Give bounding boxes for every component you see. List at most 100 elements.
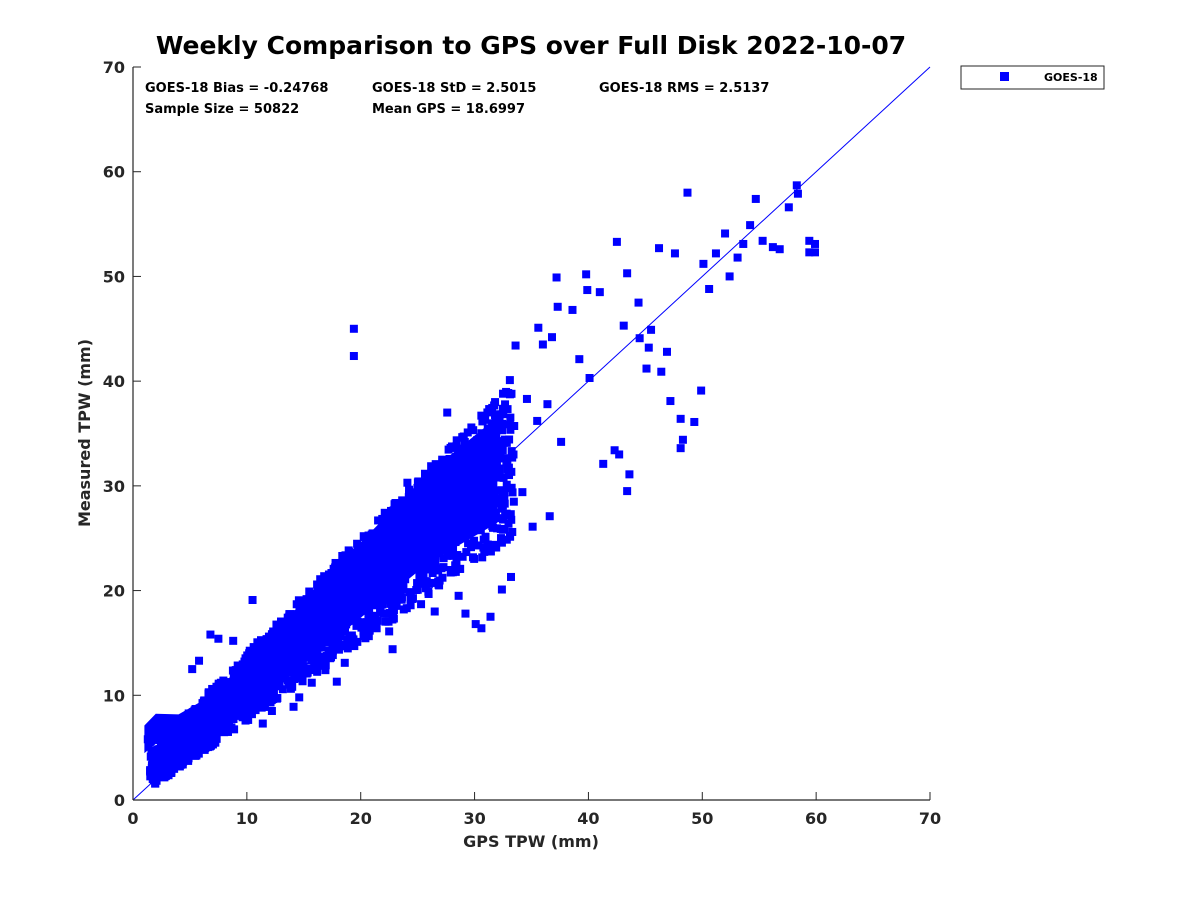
- data-point: [430, 607, 439, 616]
- data-point: [388, 597, 397, 606]
- data-point: [420, 469, 429, 478]
- data-point: [305, 587, 314, 596]
- data-point: [362, 544, 371, 553]
- data-point: [258, 719, 267, 728]
- data-point: [491, 398, 500, 407]
- data-point: [261, 693, 270, 702]
- data-point: [228, 702, 237, 711]
- data-point: [320, 572, 329, 581]
- data-point: [451, 488, 460, 497]
- data-point: [162, 759, 171, 768]
- data-point: [488, 445, 497, 454]
- data-point: [334, 645, 343, 654]
- data-point: [354, 580, 363, 589]
- data-point: [275, 634, 284, 643]
- data-point: [230, 667, 239, 676]
- data-point: [427, 489, 436, 498]
- data-point: [405, 588, 414, 597]
- data-point: [498, 525, 507, 534]
- data-point: [388, 615, 397, 624]
- data-point: [417, 504, 426, 513]
- data-point: [188, 665, 197, 674]
- stat-text: Mean GPS = 18.6997: [372, 102, 525, 117]
- data-point: [435, 547, 444, 556]
- data-point: [751, 194, 760, 203]
- data-point: [382, 609, 391, 618]
- data-point: [295, 674, 304, 683]
- data-point: [508, 527, 517, 536]
- data-point: [670, 249, 679, 258]
- data-point: [500, 435, 509, 444]
- data-point: [218, 715, 227, 724]
- data-point: [367, 530, 376, 539]
- data-point: [393, 531, 402, 540]
- data-point: [295, 693, 304, 702]
- data-point: [274, 651, 283, 660]
- stat-text: GOES-18 StD = 2.5015: [372, 81, 536, 96]
- data-point: [181, 731, 190, 740]
- data-point: [202, 702, 211, 711]
- data-point: [413, 585, 422, 594]
- chart-title: Weekly Comparison to GPS over Full Disk …: [156, 31, 906, 60]
- data-point: [433, 498, 442, 507]
- data-point: [476, 526, 485, 535]
- data-point: [169, 757, 178, 766]
- data-point: [241, 705, 250, 714]
- data-point: [610, 446, 619, 455]
- data-point: [491, 540, 500, 549]
- data-point: [784, 203, 793, 212]
- data-point: [464, 505, 473, 514]
- data-point: [405, 485, 414, 494]
- data-point: [392, 601, 401, 610]
- data-point: [313, 583, 322, 592]
- data-point: [342, 555, 351, 564]
- data-point: [505, 390, 514, 399]
- data-point: [290, 643, 299, 652]
- data-point: [229, 715, 238, 724]
- data-point: [793, 189, 802, 198]
- data-point: [235, 689, 244, 698]
- data-point: [323, 615, 332, 624]
- data-point: [543, 400, 552, 409]
- data-point: [690, 417, 699, 426]
- data-point: [345, 559, 354, 568]
- data-point: [234, 702, 243, 711]
- data-point: [657, 367, 666, 376]
- data-point: [497, 534, 506, 543]
- data-point: [483, 424, 492, 433]
- data-point: [460, 470, 469, 479]
- data-point: [406, 550, 415, 559]
- data-point: [195, 714, 204, 723]
- data-point: [585, 374, 594, 383]
- data-point: [447, 545, 456, 554]
- data-point: [377, 589, 386, 598]
- data-point: [334, 598, 343, 607]
- data-point: [410, 506, 419, 515]
- data-point: [488, 419, 497, 428]
- data-point: [162, 764, 171, 773]
- data-point: [421, 520, 430, 529]
- data-point: [466, 449, 475, 458]
- data-point: [435, 535, 444, 544]
- data-point: [153, 752, 162, 761]
- data-point: [143, 735, 152, 744]
- data-point: [387, 525, 396, 534]
- data-point: [208, 689, 217, 698]
- data-point: [505, 376, 514, 385]
- data-point: [655, 244, 664, 253]
- data-point: [277, 618, 286, 627]
- data-point: [255, 701, 264, 710]
- data-point: [312, 593, 321, 602]
- data-point: [328, 596, 337, 605]
- data-point: [480, 476, 489, 485]
- data-point: [267, 630, 276, 639]
- data-point: [261, 654, 270, 663]
- data-point: [223, 710, 232, 719]
- data-point: [283, 676, 292, 685]
- data-point: [304, 631, 313, 640]
- data-point: [410, 563, 419, 572]
- x-tick-label: 40: [577, 809, 599, 828]
- data-point: [666, 397, 675, 406]
- data-point: [506, 532, 515, 541]
- data-point: [305, 611, 314, 620]
